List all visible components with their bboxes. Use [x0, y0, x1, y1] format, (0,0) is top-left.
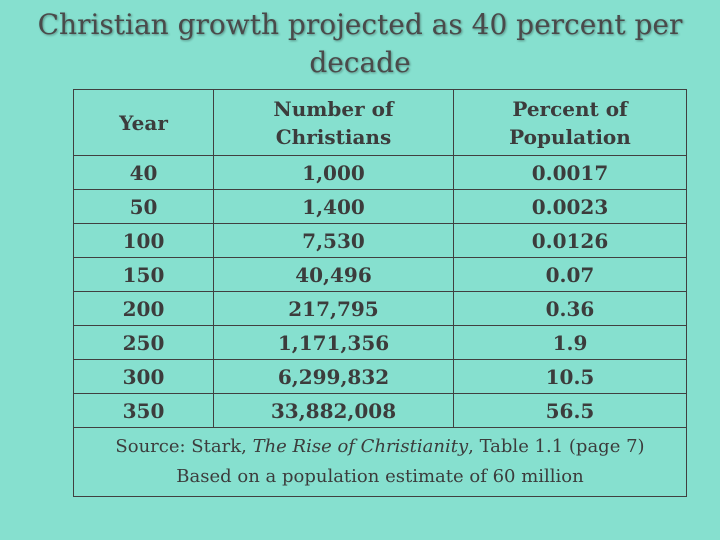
cell-christians: 7,530 [213, 223, 454, 258]
cell-year: 350 [73, 393, 214, 428]
cell-year: 100 [73, 223, 214, 258]
cell-christians: 1,000 [213, 155, 454, 190]
cell-year: 50 [73, 189, 214, 224]
cell-percent: 56.5 [453, 393, 687, 428]
cell-christians: 6,299,832 [213, 359, 454, 394]
source-suffix: , Table 1.1 (page 7) [468, 436, 645, 457]
table-row: 250 1,171,356 1.9 [73, 325, 687, 360]
source-citation: Source: Stark, The Rise of Christianity,… [74, 432, 686, 462]
cell-christians: 40,496 [213, 257, 454, 292]
cell-year: 40 [73, 155, 214, 190]
header-percent-line2: Population [509, 124, 631, 149]
table-header-row: Year Number of Christians Percent of Pop… [73, 89, 687, 156]
cell-christians: 1,400 [213, 189, 454, 224]
growth-table: Year Number of Christians Percent of Pop… [73, 89, 687, 497]
header-year-label: Year [119, 110, 168, 135]
cell-percent: 1.9 [453, 325, 687, 360]
slide-title: Christian growth projected as 40 percent… [37, 8, 683, 79]
table-row: 100 7,530 0.0126 [73, 223, 687, 258]
header-christians-line2: Christians [275, 124, 392, 149]
cell-percent: 0.0017 [453, 155, 687, 190]
population-note: Based on a population estimate of 60 mil… [176, 466, 584, 487]
header-christians: Number of Christians [213, 89, 454, 156]
cell-percent: 0.07 [453, 257, 687, 292]
header-percent: Percent of Population [453, 89, 687, 156]
cell-year: 150 [73, 257, 214, 292]
table-row: 200 217,795 0.36 [73, 291, 687, 326]
cell-christians: 33,882,008 [213, 393, 454, 428]
cell-percent: 0.0126 [453, 223, 687, 258]
header-percent-line1: Percent of [512, 96, 628, 121]
table-row: 40 1,000 0.0017 [73, 155, 687, 190]
cell-percent: 10.5 [453, 359, 687, 394]
source-note: Source: Stark, The Rise of Christianity,… [73, 427, 687, 497]
header-year: Year [73, 89, 214, 156]
cell-year: 200 [73, 291, 214, 326]
source-book-title: The Rise of Christianity [252, 436, 469, 457]
cell-christians: 217,795 [213, 291, 454, 326]
cell-christians: 1,171,356 [213, 325, 454, 360]
table-row: 350 33,882,008 56.5 [73, 393, 687, 428]
cell-percent: 0.0023 [453, 189, 687, 224]
header-christians-line1: Number of [273, 96, 394, 121]
table-row: 50 1,400 0.0023 [73, 189, 687, 224]
cell-year: 300 [73, 359, 214, 394]
cell-percent: 0.36 [453, 291, 687, 326]
source-prefix: Source: Stark, [115, 436, 253, 457]
cell-year: 250 [73, 325, 214, 360]
table-row: 300 6,299,832 10.5 [73, 359, 687, 394]
table-row: 150 40,496 0.07 [73, 257, 687, 292]
table-footer-row: Source: Stark, The Rise of Christianity,… [73, 427, 687, 497]
